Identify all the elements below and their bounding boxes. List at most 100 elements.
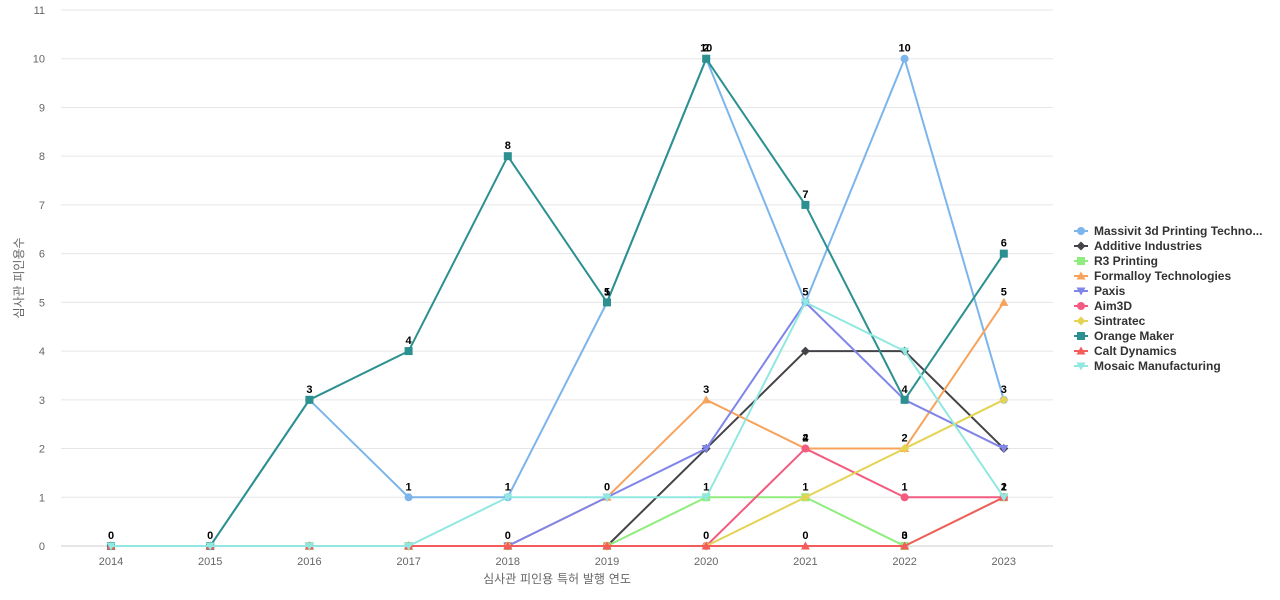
data-point <box>800 298 810 307</box>
series-line <box>110 301 1005 547</box>
data-label: 2 <box>1001 481 1007 493</box>
series-line <box>110 57 1005 547</box>
data-label: 8 <box>505 140 511 152</box>
y-axis-title: 심사관 피인용수 <box>12 237 26 318</box>
x-tick-label: 2018 <box>496 556 520 568</box>
data-label: 2 <box>902 433 908 445</box>
legend-item[interactable]: Calt Dynamics <box>1074 344 1177 358</box>
data-point <box>999 493 1009 502</box>
y-tick-label: 0 <box>39 541 45 553</box>
y-tick-label: 1 <box>39 492 45 504</box>
y-axis-ticks: 0 1 2 3 4 5 6 7 8 9 10 11 <box>33 5 45 553</box>
y-tick-label: 11 <box>34 5 45 17</box>
x-tick-label: 2019 <box>595 556 619 568</box>
legend-item[interactable]: Mosaic Manufacturing <box>1074 359 1221 373</box>
x-tick-label: 2017 <box>396 556 420 568</box>
data-point <box>702 54 711 63</box>
data-point <box>800 492 810 502</box>
x-tick-label: 2016 <box>297 556 321 568</box>
legend-marker <box>1077 257 1085 265</box>
series-sintratec <box>106 395 1009 551</box>
y-tick-label: 6 <box>39 249 45 261</box>
data-point <box>404 347 413 356</box>
legend-marker <box>1076 346 1086 355</box>
data-label: 0 <box>902 530 908 542</box>
data-label: 4 <box>902 384 909 396</box>
legend-label: Aim3D <box>1094 299 1132 313</box>
y-tick-label: 3 <box>39 395 45 407</box>
data-point <box>404 493 413 502</box>
data-point <box>304 542 314 551</box>
legend-item[interactable]: R3 Printing <box>1074 254 1158 268</box>
legend-marker <box>1076 271 1086 280</box>
x-tick-label: 2022 <box>892 556 916 568</box>
data-label: 1 <box>902 481 908 493</box>
legend-label: Mosaic Manufacturing <box>1094 359 1221 373</box>
legend-marker <box>1077 302 1085 310</box>
data-point <box>900 347 910 356</box>
data-label: 3 <box>902 530 908 542</box>
data-point <box>602 541 612 550</box>
legend-item[interactable]: Additive Industries <box>1074 239 1202 253</box>
y-tick-label: 10 <box>33 54 45 66</box>
data-point <box>999 297 1009 306</box>
series-line <box>110 398 1005 547</box>
data-label: 5 <box>604 286 610 298</box>
legend-marker <box>1076 241 1086 251</box>
legend-label: Formalloy Technologies <box>1094 269 1231 283</box>
legend-marker <box>1076 287 1086 296</box>
x-tick-label: 2020 <box>694 556 718 568</box>
legend-label: Additive Industries <box>1094 239 1202 253</box>
legend-label: Sintratec <box>1094 314 1146 328</box>
data-point <box>999 445 1009 454</box>
y-tick-label: 7 <box>39 200 45 212</box>
y-tick-label: 9 <box>39 102 45 114</box>
data-point <box>900 444 910 454</box>
data-label: 4 <box>406 335 413 347</box>
data-point <box>205 542 215 551</box>
legend-item[interactable]: Orange Maker <box>1074 329 1174 343</box>
legend-item[interactable]: Paxis <box>1074 284 1126 298</box>
series-line <box>110 301 1005 547</box>
data-label: 5 <box>802 286 808 298</box>
data-point <box>701 541 711 550</box>
data-label: 1 <box>505 481 511 493</box>
data-point <box>801 200 810 209</box>
legend-item[interactable]: Massivit 3d Printing Techno... <box>1074 224 1262 238</box>
data-label: 3 <box>1001 384 1007 396</box>
data-label: 1 <box>1001 481 1007 493</box>
data-point <box>900 54 909 63</box>
series-mosaic-manufacturing <box>106 298 1009 551</box>
data-label: 10 <box>700 43 712 55</box>
data-label: 0 <box>604 481 610 493</box>
data-label: 2 <box>802 433 808 445</box>
data-label: 7 <box>802 189 808 201</box>
legend-marker <box>1077 227 1085 235</box>
legend-marker <box>1076 362 1086 371</box>
legend-item[interactable]: Formalloy Technologies <box>1074 269 1231 283</box>
data-point <box>603 298 611 307</box>
legend-label: Calt Dynamics <box>1094 344 1177 358</box>
data-point <box>900 395 909 404</box>
legend-item[interactable]: Sintratec <box>1074 314 1146 328</box>
data-label: 0 <box>802 530 808 542</box>
data-label: 4 <box>802 433 809 445</box>
data-point <box>800 346 810 356</box>
x-axis-ticks: 2014 2015 2016 2017 2018 2019 2020 2021 2022 2023 <box>99 556 1016 568</box>
series-line <box>110 301 1005 547</box>
data-point <box>999 395 1009 405</box>
data-point <box>503 152 512 161</box>
legend-label: Orange Maker <box>1094 329 1174 343</box>
legend-item[interactable]: Aim3D <box>1074 299 1132 313</box>
data-label: 5 <box>1001 286 1007 298</box>
legend-label: R3 Printing <box>1094 254 1158 268</box>
series-lines <box>106 54 1009 551</box>
x-tick-label: 2015 <box>198 556 222 568</box>
data-label: 1 <box>604 286 610 298</box>
data-label: 0 <box>703 530 709 542</box>
data-point <box>404 542 414 551</box>
data-point <box>801 444 810 453</box>
y-tick-label: 5 <box>39 297 45 309</box>
